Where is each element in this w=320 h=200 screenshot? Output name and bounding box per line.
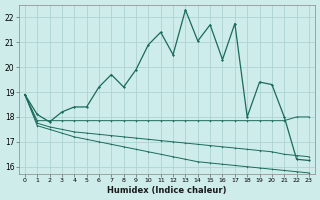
X-axis label: Humidex (Indice chaleur): Humidex (Indice chaleur) [107,186,227,195]
